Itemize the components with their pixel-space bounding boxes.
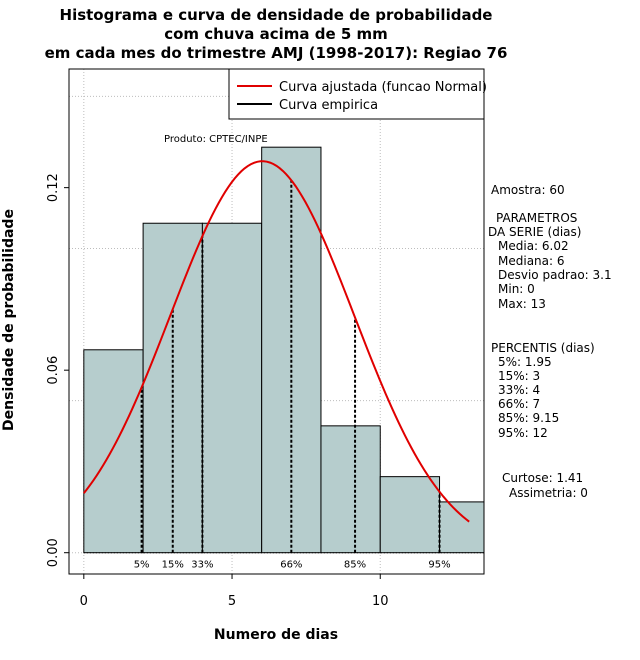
stat-percentis-title: PERCENTIS (dias): [491, 341, 595, 355]
stat-mean: Media: 6.02: [498, 239, 569, 253]
chart-title-line-3: em cada mes do trimestre AMJ (1998-2017)…: [45, 44, 508, 62]
chart-title-line-1: Histograma e curva de densidade de proba…: [60, 6, 493, 24]
x-tick-label-2: 10: [372, 594, 389, 609]
product-label: Produto: CPTEC/INPE: [164, 134, 268, 145]
percentile-lines: 5% 15% 33% 66% 85% 95%: [134, 180, 451, 571]
stat-p85: 85%: 9.15: [498, 411, 559, 425]
bar-1: [142, 222, 203, 554]
stat-p95: 95%: 12: [498, 426, 548, 440]
percentile-label-1: 15%: [162, 560, 184, 571]
stat-p33: 33%: 4: [498, 383, 540, 397]
stat-median: Mediana: 6: [498, 254, 565, 268]
legend-fit-label: Curva ajustada (funcao Normal): [279, 80, 487, 95]
percentile-label-0: 5%: [134, 560, 150, 571]
x-axis-title: Numero de dias: [214, 627, 338, 643]
stat-p66: 66%: 7: [498, 397, 540, 411]
histogram-bars: [83, 146, 485, 554]
y-axis-title: Densidade de probabilidade: [1, 209, 17, 431]
y-tick-label-0: 0.00: [46, 538, 61, 567]
stat-params-title: PARAMETROS: [496, 211, 577, 225]
fit-curve-layer: [83, 160, 470, 523]
legend-empirical-label: Curva empirica: [279, 98, 378, 113]
stat-sample: Amostra: 60: [491, 183, 565, 197]
bar-0: [83, 349, 144, 554]
stat-sd: Desvio padrao: 3.1: [498, 268, 612, 282]
bar-5: [379, 476, 441, 554]
stat-curtose: Curtose: 1.41: [502, 471, 583, 485]
x-tick-label-0: 0: [80, 594, 88, 609]
bar-6: [439, 501, 485, 554]
stat-params-subtitle: DA SERIE (dias): [488, 225, 581, 239]
percentile-label-5: 95%: [428, 560, 450, 571]
y-tick-label-2: 0.12: [46, 173, 61, 202]
stat-p15: 15%: 3: [498, 369, 540, 383]
bar-2: [201, 222, 263, 554]
chart-title-line-2: com chuva acima de 5 mm: [164, 25, 388, 43]
stat-assimetria: Assimetria: 0: [509, 486, 588, 500]
percentile-label-3: 66%: [280, 560, 302, 571]
x-tick-label-1: 5: [228, 594, 236, 609]
y-tick-label-1: 0.06: [46, 356, 61, 385]
legend-box: [228, 68, 485, 120]
stat-min: Min: 0: [498, 282, 535, 296]
fit-curve: [83, 160, 470, 523]
percentile-label-2: 33%: [191, 560, 213, 571]
bar-4: [320, 425, 381, 554]
stats-panel: Amostra: 60 PARAMETROS DA SERIE (dias) M…: [488, 183, 612, 500]
percentile-label-4: 85%: [344, 560, 366, 571]
stat-max: Max: 13: [498, 297, 546, 311]
legend: Curva ajustada (funcao Normal) Curva emp…: [228, 68, 487, 120]
stat-p5: 5%: 1.95: [498, 355, 552, 369]
